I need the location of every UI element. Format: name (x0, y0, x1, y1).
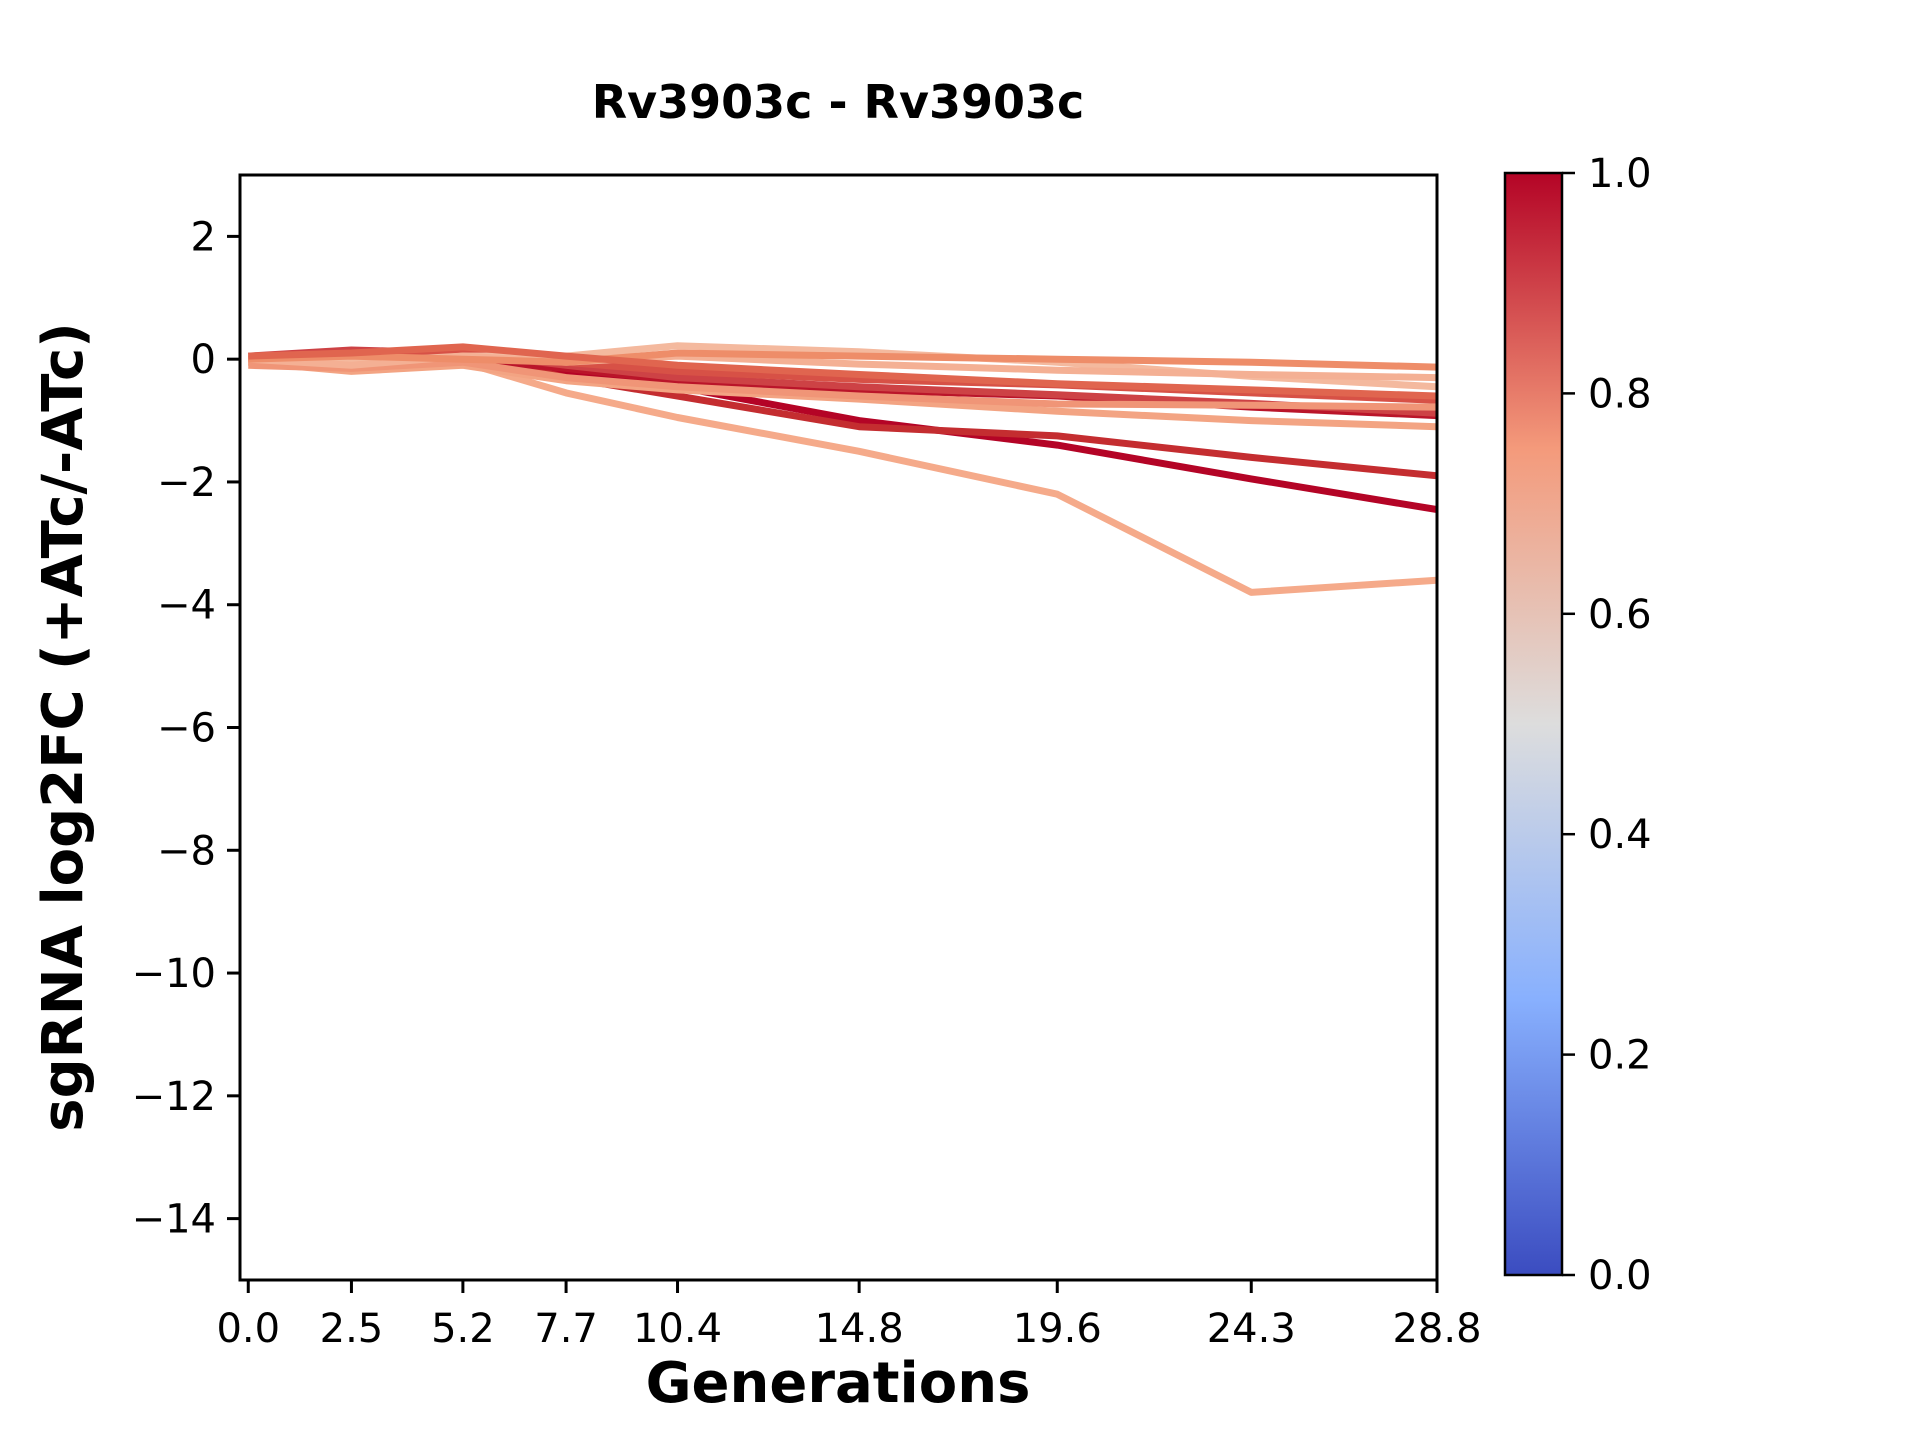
colorbar-tick-label: 0.8 (1588, 371, 1652, 417)
x-tick-label: 28.8 (1392, 1306, 1481, 1352)
colorbar-ticks: 0.0 0.2 0.4 0.6 0.8 1.0 (1562, 151, 1652, 1299)
y-axis-label: sgRNA log2FC (+ATc/-ATc) (31, 322, 96, 1132)
x-tick-label: 2.5 (320, 1306, 384, 1352)
axes-group: 0.0 2.5 5.2 7.7 10.4 14.8 19.6 24.3 28.8 2 0 −2 −4 −6… (132, 173, 1482, 1352)
x-tick-label: 24.3 (1207, 1306, 1296, 1352)
series-line (248, 358, 1437, 411)
x-tick-label: 14.8 (815, 1306, 904, 1352)
x-tick-label: 0.0 (216, 1306, 280, 1352)
colorbar-tick-label: 0.4 (1588, 812, 1652, 858)
y-tick-label: −6 (157, 706, 216, 752)
y-tick-label: −14 (132, 1197, 216, 1243)
y-tick-label: −12 (132, 1074, 216, 1120)
colorbar (1503, 171, 1564, 1277)
x-tick-label: 7.7 (534, 1306, 598, 1352)
y-tick-label: −4 (157, 583, 216, 629)
series-line (248, 349, 1437, 371)
chart-title: Rv3903c - Rv3903c (592, 75, 1085, 129)
y-tick-label: −10 (132, 951, 216, 997)
y-tick-label: −2 (157, 460, 216, 506)
colorbar-tick-label: 0.6 (1588, 592, 1652, 638)
colorbar-tick-label: 1.0 (1588, 151, 1652, 197)
series-group (247, 342, 1437, 596)
x-tick-label: 10.4 (633, 1306, 722, 1352)
x-tick-label: 19.6 (1013, 1306, 1102, 1352)
y-tick-label: −8 (157, 828, 216, 874)
colorbar-tick-label: 0.2 (1588, 1033, 1652, 1079)
y-tick-label: 2 (191, 214, 216, 260)
colorbar-tick-label: 0.0 (1588, 1253, 1652, 1299)
plot-area (240, 175, 1437, 1280)
x-axis-label: Generations (646, 1351, 1031, 1416)
x-tick-label: 5.2 (431, 1306, 495, 1352)
y-tick-label: 0 (191, 337, 216, 383)
series-line (248, 343, 1437, 400)
